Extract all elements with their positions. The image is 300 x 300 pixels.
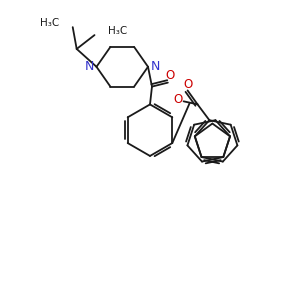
Text: H₃C: H₃C: [108, 26, 128, 36]
Text: N: N: [85, 60, 94, 73]
Text: O: O: [183, 78, 192, 91]
Text: H₃C: H₃C: [40, 18, 59, 28]
Text: O: O: [173, 93, 182, 106]
Text: O: O: [165, 69, 174, 82]
Text: N: N: [150, 60, 160, 73]
